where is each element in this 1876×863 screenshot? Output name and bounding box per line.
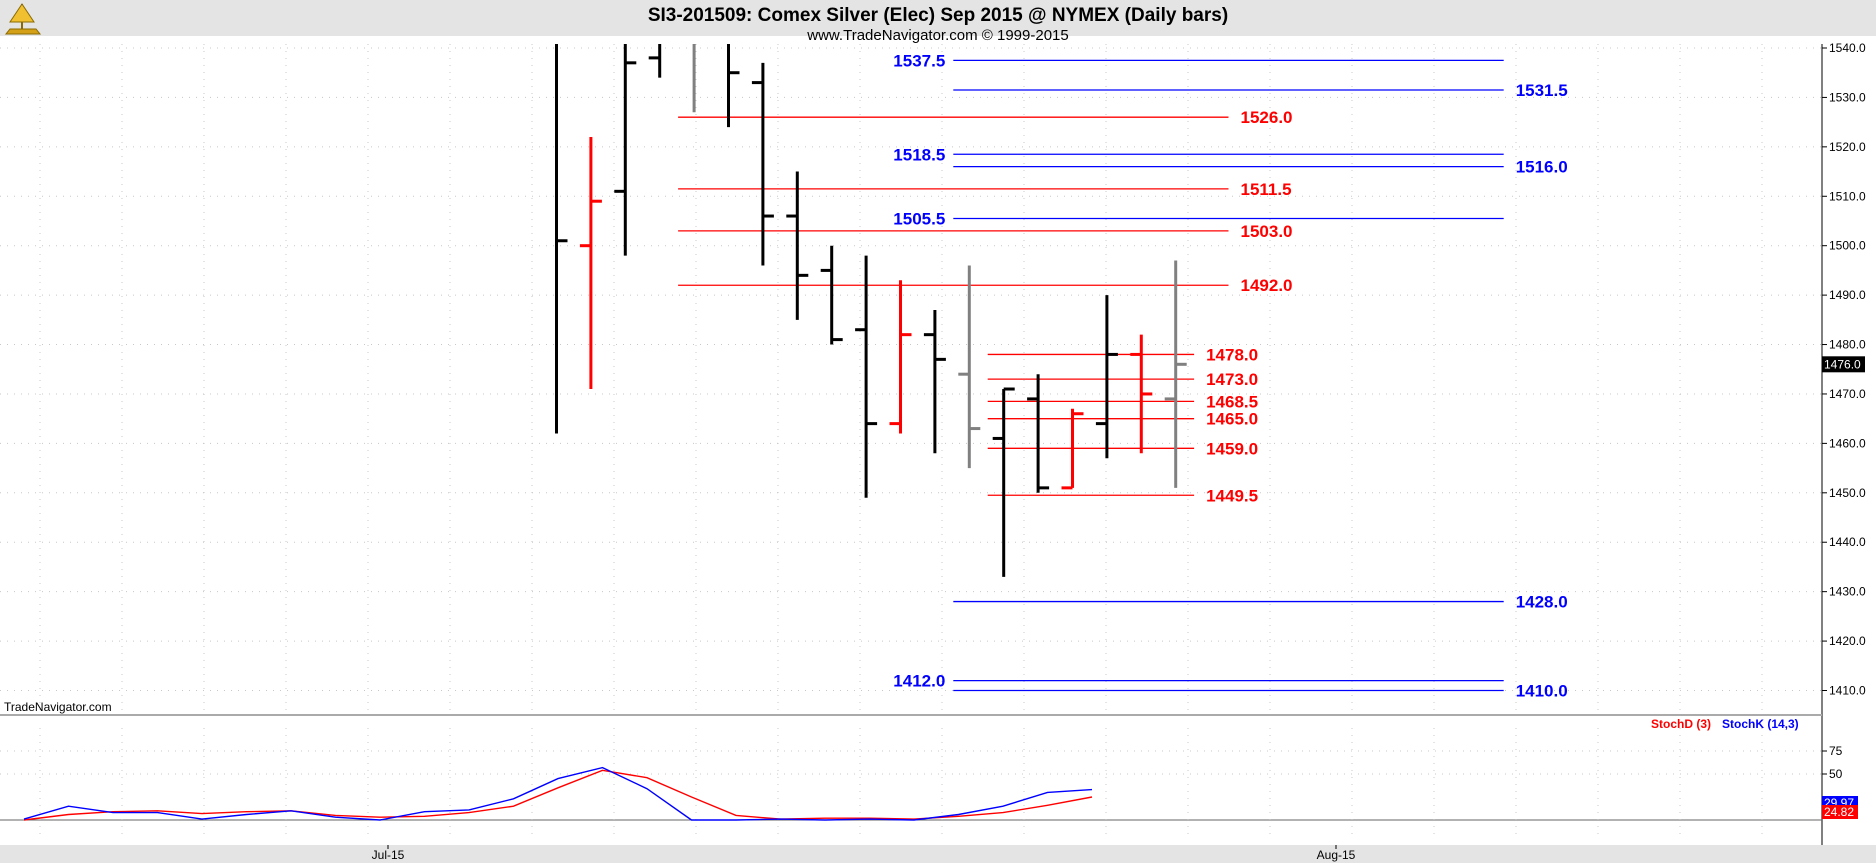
level-label: 1410.0 [1516,682,1568,701]
price-tick-label: 1470.0 [1829,387,1866,401]
price-tick-label: 1510.0 [1829,189,1866,203]
x-axis-bar [0,845,1876,863]
level-label: 1518.5 [893,145,945,164]
stochd-badge [1822,805,1858,819]
level-label: 1503.0 [1241,222,1293,241]
price-tick-label: 1520.0 [1829,140,1866,154]
chart-title: SI3-201509: Comex Silver (Elec) Sep 2015… [648,5,1228,26]
level-label: 1428.0 [1516,593,1568,612]
price-tick-label: 1540.0 [1829,41,1866,55]
watermark-text: TradeNavigator.com [4,700,112,714]
app-logo [4,3,42,35]
y-axis-strip [1822,44,1876,715]
price-tick-label: 1460.0 [1829,436,1866,450]
stoch-lines [23,766,1093,821]
price-tick-label: 1490.0 [1829,288,1866,302]
stochd-value: 24.82 [1824,805,1854,819]
level-label: 1516.0 [1516,158,1568,177]
stoch-series-line [23,769,1093,821]
level-label: 1412.0 [893,672,945,691]
legend-stochk: StochK (14,3) [1722,717,1799,731]
level-label: 1511.5 [1241,180,1292,199]
x-axis: Jul-15 Aug-15 [372,845,1356,862]
legend-stochd: StochD (3) [1651,717,1711,731]
x-tick-label: Aug-15 [1317,848,1356,862]
level-label: 1459.0 [1206,439,1258,458]
last-price-badge [1822,356,1865,373]
price-tick-label: 1430.0 [1829,585,1866,599]
level-label: 1465.0 [1206,410,1258,429]
price-levels: 1537.5 1531.5 1526.0 1518.5 1516.0 1511.5 1505… [678,51,1568,701]
level-label: 1449.5 [1206,486,1258,505]
stoch-series-line [23,766,1093,821]
last-price-label: 1476.0 [1824,357,1861,371]
level-label: 1526.0 [1241,108,1293,127]
price-tick-label: 1410.0 [1829,684,1866,698]
level-label: 1478.0 [1206,345,1258,364]
level-label: 1537.5 [893,51,945,70]
price-tick-label: 1420.0 [1829,634,1866,648]
level-label: 1492.0 [1241,276,1293,295]
stoch-legend: StochD (3) StochK (14,3) [1651,717,1799,731]
level-label: 1531.5 [1516,81,1568,100]
stoch-tick-label: 75 [1829,744,1843,758]
price-tick-label: 1530.0 [1829,90,1866,104]
level-label: 1473.0 [1206,370,1258,389]
chart-subtitle: www.TradeNavigator.com © 1999-2015 [806,27,1068,44]
price-tick-label: 1450.0 [1829,486,1866,500]
price-axis: 1410.0 1420.0 1430.0 1440.0 1450.0 1460.0 1470… [1822,41,1866,698]
price-tick-label: 1480.0 [1829,338,1866,352]
x-tick-label: Jul-15 [372,848,405,862]
price-grid [0,44,1822,715]
level-label: 1468.5 [1206,392,1258,411]
level-label: 1505.5 [893,210,945,229]
price-tick-label: 1500.0 [1829,239,1866,253]
header-bar [0,0,1876,36]
price-bars [555,44,1187,577]
stoch-tick-label: 50 [1829,767,1843,781]
price-tick-label: 1440.0 [1829,535,1866,549]
